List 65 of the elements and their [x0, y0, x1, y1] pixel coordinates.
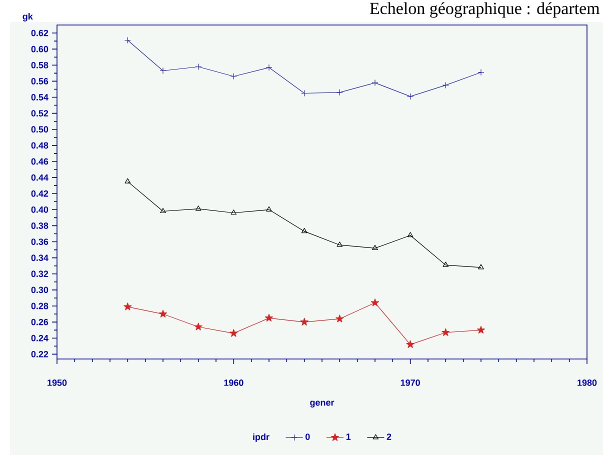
point	[160, 67, 166, 74]
point	[124, 302, 132, 310]
y-tick-label: 0.56	[31, 78, 48, 84]
point	[478, 264, 484, 270]
y-tick-label: 0.38	[31, 222, 48, 229]
point	[266, 64, 272, 71]
legend-label: 1	[346, 434, 351, 440]
x-tick-label: 1980	[578, 380, 597, 386]
point	[124, 36, 131, 44]
point	[195, 63, 202, 70]
y-tick-label: 0.32	[31, 270, 48, 278]
y-tick-label: 0.42	[31, 190, 48, 197]
y-tick-label: 0.58	[31, 62, 48, 68]
y-tick-label: 0.48	[31, 142, 48, 149]
x-tick-label: 1950	[48, 380, 67, 386]
point	[264, 314, 274, 322]
point	[406, 340, 414, 348]
y-tick-label: 0.30	[31, 286, 48, 294]
legend-label: 2	[386, 434, 392, 440]
point	[194, 322, 202, 330]
y-tick-label: 0.24	[31, 334, 48, 342]
point	[478, 69, 484, 76]
point	[195, 206, 202, 211]
point	[301, 228, 308, 234]
point	[442, 82, 449, 89]
point	[336, 242, 343, 247]
point	[407, 93, 414, 100]
point	[476, 326, 486, 334]
point	[336, 314, 344, 322]
point	[407, 232, 414, 238]
y-tick-label: 0.52	[31, 110, 48, 116]
point	[372, 80, 378, 86]
point	[230, 210, 237, 215]
y-tick-label: 0.50	[31, 126, 48, 133]
point	[124, 178, 131, 184]
point	[266, 206, 272, 212]
point	[158, 310, 168, 318]
legend-label: 0	[306, 434, 310, 440]
legend-title: ipdr	[253, 433, 270, 442]
point	[230, 73, 237, 80]
point	[370, 298, 380, 306]
y-tick-label: 0.60	[31, 46, 48, 52]
point	[336, 89, 343, 96]
y-axis-title: gk	[22, 13, 33, 22]
point	[442, 328, 450, 336]
y-tick-label: 0.28	[31, 302, 48, 310]
y-tick-label: 0.34	[31, 254, 48, 262]
point	[372, 244, 378, 250]
point	[301, 90, 308, 97]
x-tick-label: 1970	[400, 380, 420, 386]
point	[300, 318, 308, 326]
y-tick-label: 0.36	[31, 238, 48, 245]
y-tick-label: 0.40	[31, 206, 48, 213]
y-tick-label: 0.26	[31, 318, 48, 326]
y-tick-label: 0.62	[31, 30, 48, 36]
y-tick-label: 0.46	[31, 158, 48, 165]
y-tick-label: 0.54	[31, 94, 48, 100]
point	[160, 208, 166, 214]
y-tick-label: 0.22	[31, 350, 48, 358]
chart-title: Echelon géographique : départem	[370, 2, 600, 18]
x-tick-label: 1960	[224, 380, 244, 386]
y-tick-label: 0.44	[31, 174, 48, 181]
point	[442, 262, 449, 267]
point	[230, 329, 238, 337]
x-axis-title: gener	[310, 400, 334, 408]
